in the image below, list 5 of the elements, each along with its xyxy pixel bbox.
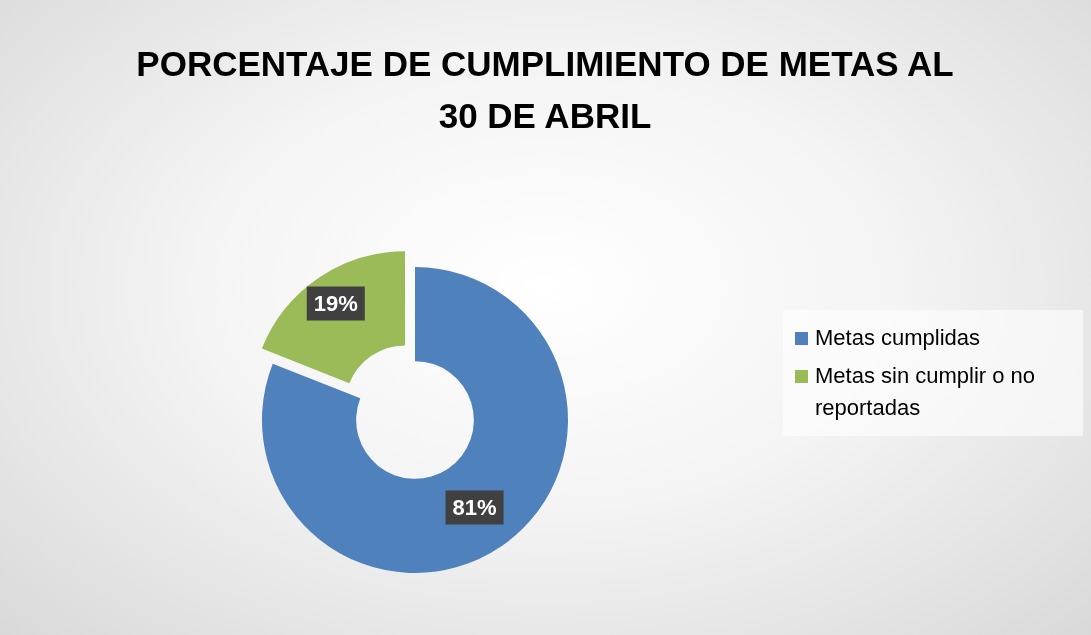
data-label: 81% [452, 494, 497, 520]
legend-label: Metas cumplidas [815, 324, 981, 352]
legend-label: Metas sin cumplir o no reportadas [815, 362, 1037, 422]
data-label: 19% [313, 290, 358, 316]
chart-title: PORCENTAJE DE CUMPLIMIENTO DE METAS AL 30 DE ABRIL [135, 43, 955, 137]
